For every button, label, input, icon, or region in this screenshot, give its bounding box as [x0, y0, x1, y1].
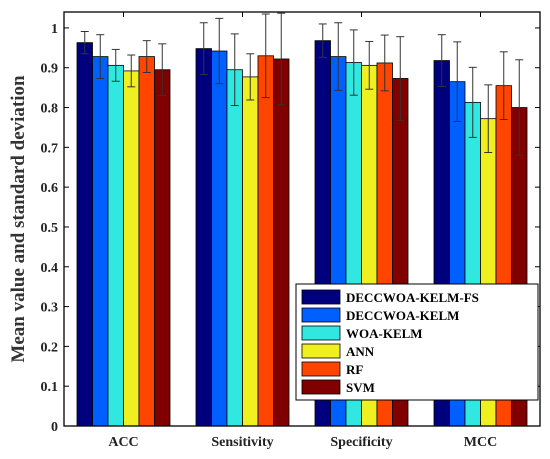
y-tick-label: 0.4 [41, 261, 59, 276]
error-bar [80, 31, 89, 55]
legend-swatch [301, 289, 341, 305]
error-bar [453, 41, 462, 122]
legend-label: SVM [346, 380, 375, 395]
legend-swatch [301, 307, 341, 323]
error-bar [277, 12, 286, 106]
error-bar [380, 34, 389, 92]
legend-label: WOA-KELM [346, 326, 423, 341]
error-bar [246, 53, 255, 101]
error-bar [365, 40, 374, 90]
y-tick-label: 1 [51, 22, 58, 37]
error-bar [396, 36, 405, 121]
error-bar [499, 51, 508, 120]
error-bar [261, 13, 270, 99]
x-tick-label: Sensitivity [211, 435, 273, 450]
error-bar [230, 33, 239, 107]
plot-frame [63, 11, 541, 427]
error-bar [515, 59, 524, 156]
y-tick-label: 0 [51, 420, 58, 435]
y-axis-label: Mean value and standard deviation [8, 75, 29, 363]
x-tick-label: ACC [108, 435, 138, 450]
bar-acc-1 [76, 42, 93, 427]
bar-sensitivity-1 [195, 48, 212, 427]
y-tick-label: 0.9 [41, 62, 59, 77]
y-tick-label: 0.7 [41, 141, 59, 156]
error-bar [158, 43, 167, 97]
y-tick-label: 0.8 [41, 102, 59, 117]
legend-swatch [301, 343, 341, 359]
bar-sensitivity-4 [242, 76, 259, 427]
y-tick-label: 0.5 [41, 221, 59, 236]
bar-acc-3 [107, 64, 124, 427]
y-axis: 0 0.1 0.2 0.3 0.4 0.5 0.6 0.7 0.8 0.9 1 [41, 22, 540, 435]
y-tick-label: 0.6 [41, 181, 59, 196]
bar-acc-4 [123, 70, 140, 427]
legend-swatch [301, 325, 341, 341]
bar-sensitivity-2 [211, 50, 228, 427]
error-bars-group [80, 12, 524, 156]
error-bar [96, 34, 105, 79]
error-bar [349, 29, 358, 96]
x-tick-label: Specificity [330, 435, 392, 450]
x-tick-label: MCC [464, 435, 497, 450]
error-bar [334, 22, 343, 91]
legend-swatch [301, 361, 341, 377]
error-bar [127, 54, 136, 88]
bar-sensitivity-3 [226, 69, 243, 427]
y-tick-label: 0.1 [41, 380, 59, 395]
error-bar [484, 84, 493, 154]
error-bar [111, 48, 120, 82]
y-tick-label: 0.3 [41, 301, 59, 316]
legend-label: DECCWOA-KELM [346, 308, 459, 323]
bar-acc-6 [154, 69, 171, 427]
error-bar [215, 17, 224, 85]
error-bar [199, 22, 208, 75]
legend-label: DECCWOA-KELM-FS [346, 290, 479, 305]
legend: DECCWOA-KELM-FS DECCWOA-KELM WOA-KELM ANN RF… [295, 283, 539, 401]
bar-sensitivity-5 [257, 55, 274, 427]
bar-acc-2 [92, 56, 109, 427]
error-bar [468, 66, 477, 138]
bar-acc-5 [138, 56, 155, 427]
legend-label: RF [346, 362, 363, 377]
legend-swatch [301, 379, 341, 395]
x-axis: ACC Sensitivity Specificity MCC [108, 12, 497, 450]
bar-sensitivity-6 [273, 58, 290, 427]
error-bar [142, 40, 151, 74]
error-bar [437, 34, 446, 87]
y-tick-label: 0.2 [41, 340, 59, 355]
legend-label: ANN [346, 344, 375, 359]
error-bar [318, 23, 327, 58]
